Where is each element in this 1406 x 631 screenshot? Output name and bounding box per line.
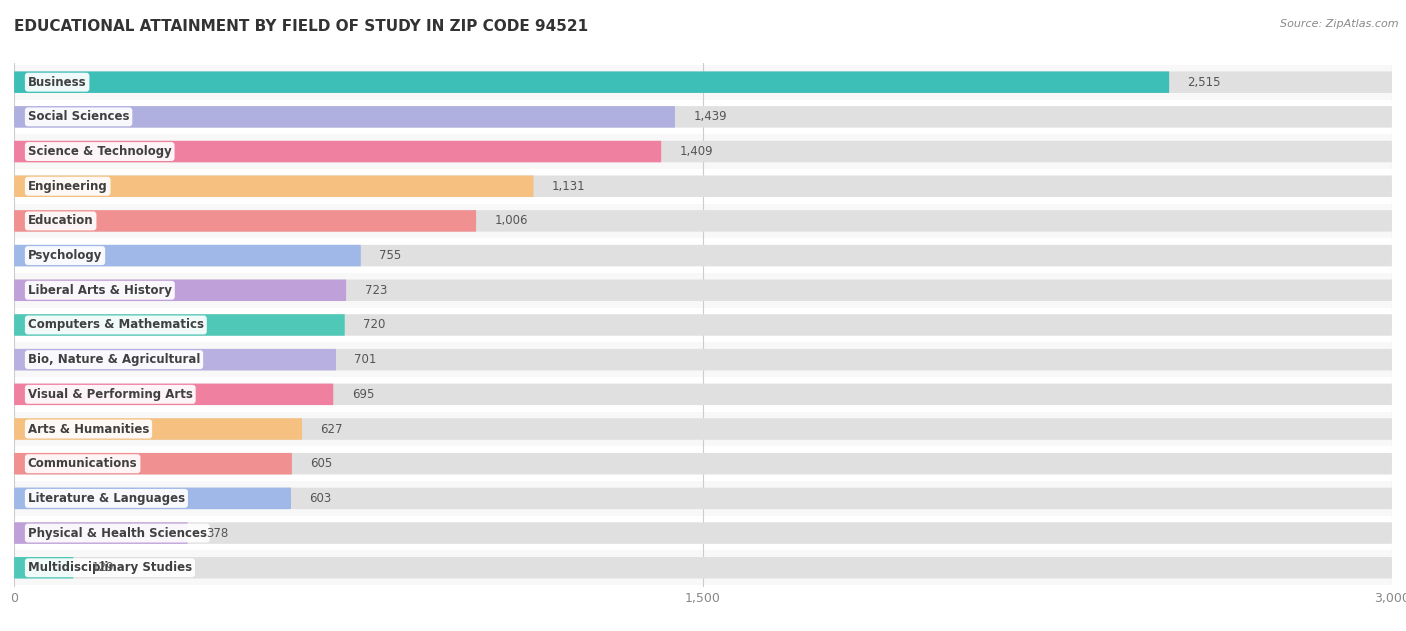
- FancyBboxPatch shape: [14, 453, 292, 475]
- Bar: [14, 273, 1392, 308]
- Text: 1,439: 1,439: [693, 110, 727, 123]
- Text: Multidisciplinary Studies: Multidisciplinary Studies: [28, 561, 193, 574]
- FancyBboxPatch shape: [14, 280, 346, 301]
- Text: 1,131: 1,131: [553, 180, 585, 192]
- Text: 605: 605: [311, 457, 333, 470]
- FancyBboxPatch shape: [14, 175, 533, 197]
- FancyBboxPatch shape: [14, 210, 1392, 232]
- Text: 701: 701: [354, 353, 377, 366]
- FancyBboxPatch shape: [14, 557, 73, 579]
- FancyBboxPatch shape: [14, 488, 1392, 509]
- FancyBboxPatch shape: [14, 418, 1392, 440]
- FancyBboxPatch shape: [14, 71, 1392, 93]
- Text: 129: 129: [91, 561, 114, 574]
- Text: Social Sciences: Social Sciences: [28, 110, 129, 123]
- Bar: [14, 516, 1392, 550]
- FancyBboxPatch shape: [14, 522, 187, 544]
- Text: 695: 695: [352, 388, 374, 401]
- Text: Arts & Humanities: Arts & Humanities: [28, 423, 149, 435]
- Text: 1,006: 1,006: [495, 215, 529, 227]
- Text: 755: 755: [380, 249, 402, 262]
- FancyBboxPatch shape: [14, 349, 336, 370]
- FancyBboxPatch shape: [14, 141, 1392, 162]
- Bar: [14, 342, 1392, 377]
- FancyBboxPatch shape: [14, 141, 661, 162]
- FancyBboxPatch shape: [14, 522, 1392, 544]
- FancyBboxPatch shape: [14, 245, 361, 266]
- FancyBboxPatch shape: [14, 175, 1392, 197]
- Text: 603: 603: [309, 492, 332, 505]
- Text: Visual & Performing Arts: Visual & Performing Arts: [28, 388, 193, 401]
- Text: Engineering: Engineering: [28, 180, 108, 192]
- Bar: [14, 239, 1392, 273]
- Bar: [14, 550, 1392, 585]
- Bar: [14, 308, 1392, 342]
- Text: 627: 627: [321, 423, 343, 435]
- Text: Liberal Arts & History: Liberal Arts & History: [28, 284, 172, 297]
- Text: Computers & Mathematics: Computers & Mathematics: [28, 319, 204, 331]
- FancyBboxPatch shape: [14, 106, 1392, 127]
- Text: Bio, Nature & Agricultural: Bio, Nature & Agricultural: [28, 353, 200, 366]
- Bar: [14, 481, 1392, 516]
- Text: Physical & Health Sciences: Physical & Health Sciences: [28, 527, 207, 540]
- Text: Literature & Languages: Literature & Languages: [28, 492, 186, 505]
- FancyBboxPatch shape: [14, 245, 1392, 266]
- FancyBboxPatch shape: [14, 210, 477, 232]
- Text: Psychology: Psychology: [28, 249, 103, 262]
- FancyBboxPatch shape: [14, 557, 1392, 579]
- Text: 1,409: 1,409: [679, 145, 713, 158]
- Text: Business: Business: [28, 76, 86, 89]
- Text: 720: 720: [363, 319, 385, 331]
- Text: Communications: Communications: [28, 457, 138, 470]
- Bar: [14, 377, 1392, 411]
- Bar: [14, 134, 1392, 169]
- Text: Science & Technology: Science & Technology: [28, 145, 172, 158]
- Bar: [14, 204, 1392, 239]
- Bar: [14, 411, 1392, 446]
- Bar: [14, 169, 1392, 204]
- Text: EDUCATIONAL ATTAINMENT BY FIELD OF STUDY IN ZIP CODE 94521: EDUCATIONAL ATTAINMENT BY FIELD OF STUDY…: [14, 19, 588, 34]
- FancyBboxPatch shape: [14, 384, 1392, 405]
- Text: Education: Education: [28, 215, 93, 227]
- Text: Source: ZipAtlas.com: Source: ZipAtlas.com: [1281, 19, 1399, 29]
- FancyBboxPatch shape: [14, 280, 1392, 301]
- Text: 378: 378: [207, 527, 228, 540]
- FancyBboxPatch shape: [14, 314, 344, 336]
- FancyBboxPatch shape: [14, 384, 333, 405]
- Bar: [14, 65, 1392, 100]
- FancyBboxPatch shape: [14, 106, 675, 127]
- FancyBboxPatch shape: [14, 418, 302, 440]
- FancyBboxPatch shape: [14, 314, 1392, 336]
- FancyBboxPatch shape: [14, 349, 1392, 370]
- FancyBboxPatch shape: [14, 71, 1170, 93]
- Text: 2,515: 2,515: [1188, 76, 1220, 89]
- Bar: [14, 446, 1392, 481]
- Bar: [14, 100, 1392, 134]
- FancyBboxPatch shape: [14, 488, 291, 509]
- Text: 723: 723: [364, 284, 387, 297]
- FancyBboxPatch shape: [14, 453, 1392, 475]
